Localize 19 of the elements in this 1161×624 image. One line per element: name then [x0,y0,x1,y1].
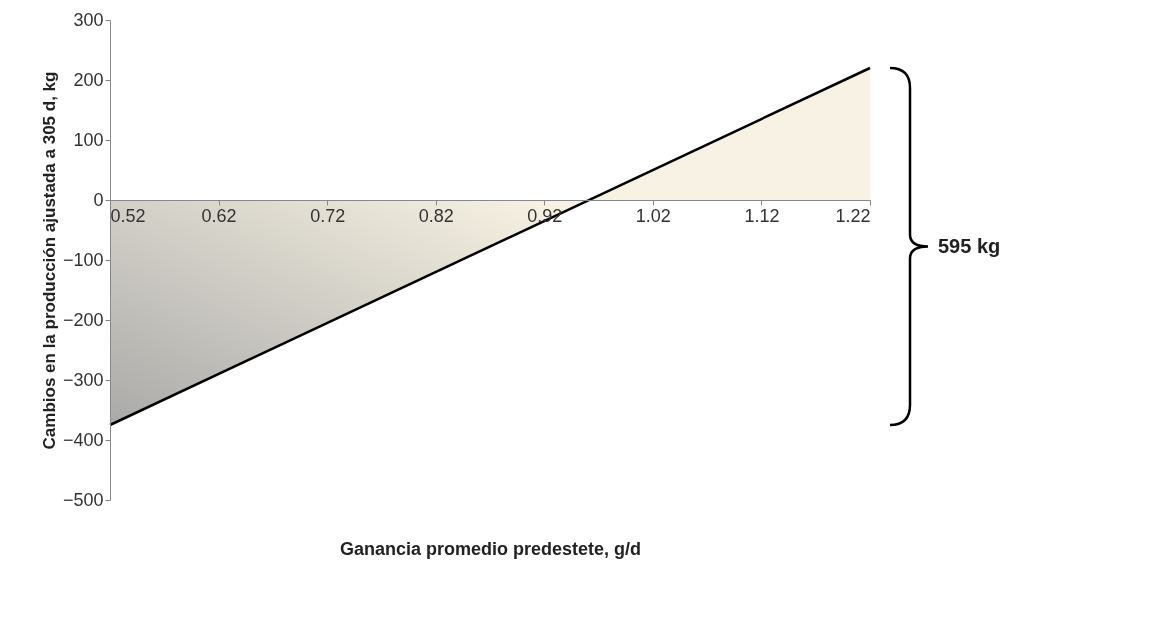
y-tick-label: 200 [73,69,104,90]
x-axis-title: Ganancia promedio predestete, g/d [339,538,642,559]
x-tick-label: 1.12 [744,205,780,226]
x-tick-label: 0.62 [201,205,237,226]
y-axis-title: Cambios en la producción ajustada a 305 d, kg [39,71,59,450]
x-tick-label: 0.52 [110,205,146,226]
x-tick-label: 1.22 [835,205,871,226]
x-tick-label: 1.02 [635,205,671,226]
y-tick-label: −100 [62,249,104,270]
y-tick-label: 300 [73,9,104,30]
text: 595 kg [938,234,1001,258]
y-tick-label: −200 [62,309,104,330]
x-tick-label: 0.72 [310,205,346,226]
y-tick-label: −300 [62,369,104,390]
y-tick-label: −400 [62,429,104,450]
x-tick-label: 0.82 [418,205,454,226]
y-tick-label: 100 [73,129,104,150]
y-tick-label: −500 [62,489,104,510]
y-tick-label: 0 [93,189,104,210]
